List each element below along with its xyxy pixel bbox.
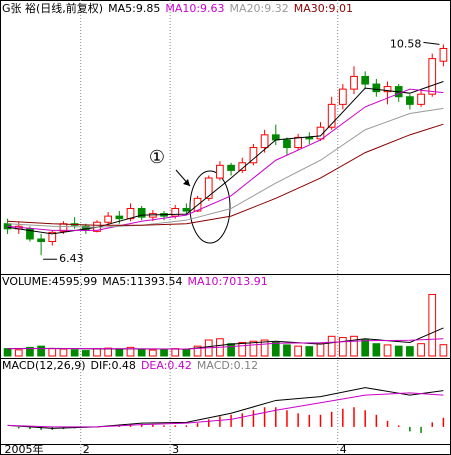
line-series: [7, 387, 444, 429]
volume-bar: [59, 348, 68, 357]
high-arrow: [423, 41, 440, 45]
candle-body: [104, 215, 113, 223]
low-label: 6.43: [59, 252, 84, 265]
volume-bar: [14, 349, 23, 357]
legend-label: DIF:0.48: [91, 359, 136, 372]
volume-bar: [338, 337, 347, 357]
volume-bar: [93, 348, 101, 357]
volume-bar: [271, 341, 280, 357]
volume-bar: [238, 341, 247, 357]
candle-body: [204, 177, 213, 199]
volume-bar: [305, 346, 314, 357]
marker-arrow-head: [183, 179, 190, 186]
candle-body: [383, 86, 392, 93]
legend-label: MA30:9.01: [294, 2, 353, 15]
volume-bar: [137, 348, 146, 357]
volume-bar: [316, 343, 325, 357]
volume-bar: [149, 349, 157, 357]
candle-body: [372, 83, 381, 93]
candle-body: [361, 75, 370, 85]
line-series: [7, 88, 444, 231]
candle-body: [137, 208, 146, 218]
volume-bar: [406, 346, 414, 357]
volume-bar: [394, 345, 403, 357]
volume-bar: [70, 349, 79, 357]
volume-bar: [372, 343, 381, 357]
volume-bar: [193, 345, 202, 357]
candle-body: [216, 164, 224, 179]
volume-bar: [294, 345, 302, 357]
candle-body: [26, 228, 34, 240]
volume-bar: [104, 347, 113, 357]
candle-body: [338, 88, 347, 105]
candle-body: [417, 93, 425, 105]
legend-label: MACD(12,26,9): [2, 359, 86, 372]
candle-body: [428, 58, 437, 95]
highlight-ellipse: [189, 170, 231, 244]
volume-bar: [383, 344, 392, 357]
volume-bar: [428, 293, 437, 357]
legend-label: MA5:11393.54: [102, 275, 182, 288]
volume-bar: [171, 348, 180, 357]
legend-label: MA10:7013.91: [187, 275, 267, 288]
candle-body: [283, 139, 291, 149]
volume-bar: [361, 339, 370, 357]
candle-body: [294, 136, 302, 149]
legend-label: MA5:9.85: [108, 2, 160, 15]
candle-body: [115, 215, 124, 220]
x-tick-label: 3: [172, 443, 179, 455]
candle-body: [327, 103, 336, 128]
volume-bar: [126, 346, 135, 357]
volume-bar: [283, 344, 291, 357]
volume-bar: [439, 344, 448, 357]
candle-body: [316, 126, 325, 140]
legend-label: MA20:9.32: [230, 2, 289, 15]
candle-body: [227, 164, 235, 171]
volume-bar: [327, 335, 336, 357]
volume-bar: [115, 349, 124, 357]
candle-body: [271, 134, 280, 141]
volume-bar: [350, 335, 358, 357]
x-tick-label: 2005年: [5, 442, 44, 455]
x-tick-label: 4: [340, 443, 347, 455]
candle-body: [37, 238, 45, 243]
volume-bar: [160, 349, 168, 357]
candle-body: [260, 134, 269, 149]
candle-body: [439, 47, 448, 62]
volume-bar: [3, 348, 12, 357]
x-tick-label: 2: [83, 443, 90, 455]
line-series: [7, 81, 444, 235]
candle-body: [171, 208, 180, 217]
candle-body: [305, 136, 314, 140]
volume-bar: [260, 339, 269, 357]
volume-bar: [26, 346, 34, 357]
candle-body: [406, 96, 414, 105]
volume-bar: [48, 348, 57, 357]
volume-bar: [417, 343, 425, 357]
marker-label: ①: [149, 147, 165, 168]
candle-body: [182, 208, 191, 212]
volume-bar: [227, 343, 235, 357]
volume-bar: [37, 345, 45, 357]
legend-label: DEA:0.42: [141, 359, 192, 372]
volume-bar: [182, 349, 191, 357]
candle-body: [249, 147, 258, 164]
line-series: [7, 107, 444, 228]
candle-body: [238, 162, 247, 171]
legend-label: MA10:9.63: [165, 2, 224, 15]
line-series: [7, 392, 444, 428]
legend-label: G张 裕(日线,前复权): [2, 1, 103, 15]
volume-bar: [81, 350, 90, 357]
high-label: 10.58: [390, 37, 422, 50]
legend-label: VOLUME:4595.99: [2, 275, 97, 288]
candle-body: [350, 75, 358, 90]
line-series: [7, 338, 444, 350]
candle-body: [48, 231, 57, 243]
legend-label: MACD:0.12: [197, 359, 258, 372]
volume-bar: [249, 340, 258, 357]
line-series: [7, 123, 444, 226]
